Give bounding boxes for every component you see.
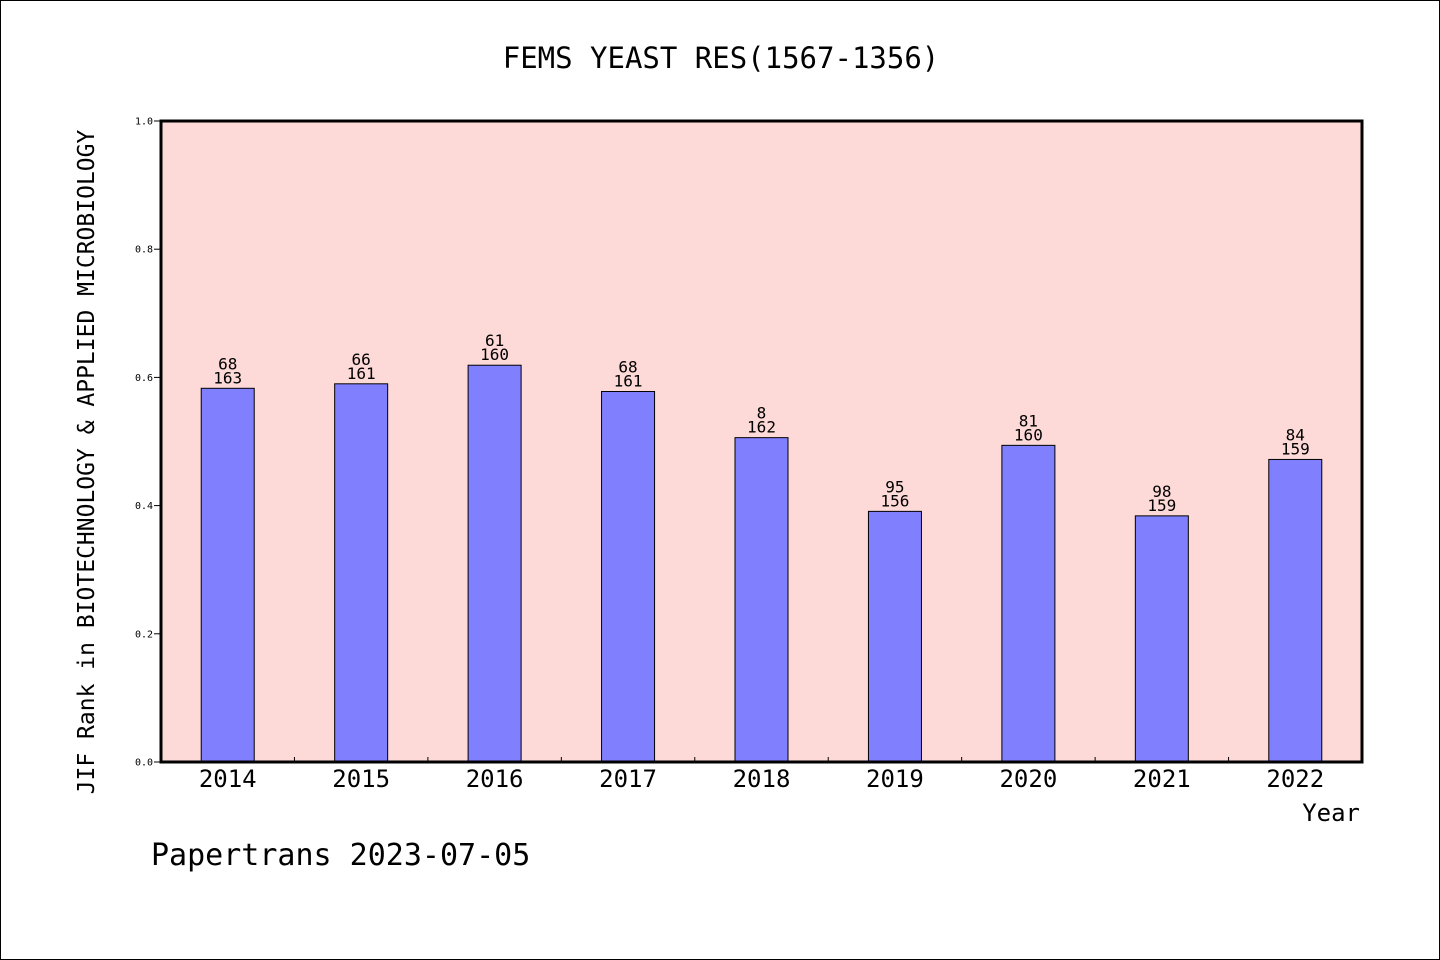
bar: [601, 391, 656, 763]
x-tick-label: 2021: [1133, 765, 1191, 793]
bar-total-label: 159: [1147, 496, 1176, 515]
bar-total-label: 161: [614, 372, 643, 391]
x-tick-label: 2015: [332, 765, 390, 793]
x-tick-label: 2014: [199, 765, 257, 793]
bar-total-label: 160: [480, 345, 509, 364]
bar: [334, 383, 389, 763]
x-axis-label: Year: [1302, 799, 1360, 827]
bar-rank-label: 68: [618, 358, 637, 377]
y-tick-label: 0.0: [135, 758, 153, 769]
bar-rank-label: 81: [1019, 411, 1038, 430]
y-tick-label: 0.8: [135, 245, 153, 256]
y-axis-label: JIF Rank in BIOTECHNOLOGY & APPLIED MICR…: [74, 130, 100, 795]
plot-frame: [159, 119, 1364, 764]
bars-group: 6816366161611606816181629515681160981598…: [200, 331, 1323, 763]
bar-total-label: 156: [880, 491, 909, 510]
bar-total-label: 161: [347, 364, 376, 383]
x-tick-label: 2020: [999, 765, 1057, 793]
bar: [867, 510, 922, 763]
y-tick-label: 0.2: [135, 629, 153, 640]
bar-total-label: 163: [213, 368, 242, 387]
bar-rank-label: 84: [1286, 425, 1305, 444]
bar-total-label: 159: [1281, 439, 1310, 458]
y-tick-label: 0.4: [135, 501, 153, 512]
bar-rank-label: 66: [352, 350, 371, 369]
bar: [734, 437, 789, 763]
x-tick-label: 2016: [466, 765, 524, 793]
bar-rank-label: 68: [218, 354, 237, 373]
y-tick-label: 0.6: [135, 373, 153, 384]
x-tick-label: 2017: [599, 765, 657, 793]
chart-title: FEMS YEAST RES(1567-1356): [503, 41, 940, 75]
bar-rank-label: 95: [885, 477, 904, 496]
bar: [467, 364, 522, 763]
footer-credit: Papertrans 2023-07-05: [151, 838, 530, 873]
bar-rank-label: 8: [757, 404, 767, 423]
bar-rank-label: 98: [1152, 482, 1171, 501]
bar: [1134, 515, 1189, 763]
bar: [1268, 458, 1323, 763]
x-tick-label: 2019: [866, 765, 924, 793]
bar-total-label: 160: [1014, 425, 1043, 444]
bar: [200, 387, 255, 763]
bar: [1001, 444, 1056, 763]
x-axis: 2014 2015 2016 2017 2018 2019 2020 2021 2022: [199, 757, 1324, 793]
x-tick-label: 2022: [1266, 765, 1324, 793]
bar-total-label: 162: [747, 418, 776, 437]
bar-rank-label: 61: [485, 331, 504, 350]
y-tick-label: 1.0: [135, 117, 153, 128]
x-tick-label: 2018: [733, 765, 791, 793]
y-axis: 0.0 0.2 0.4 0.6 0.8 1.0: [135, 117, 161, 769]
